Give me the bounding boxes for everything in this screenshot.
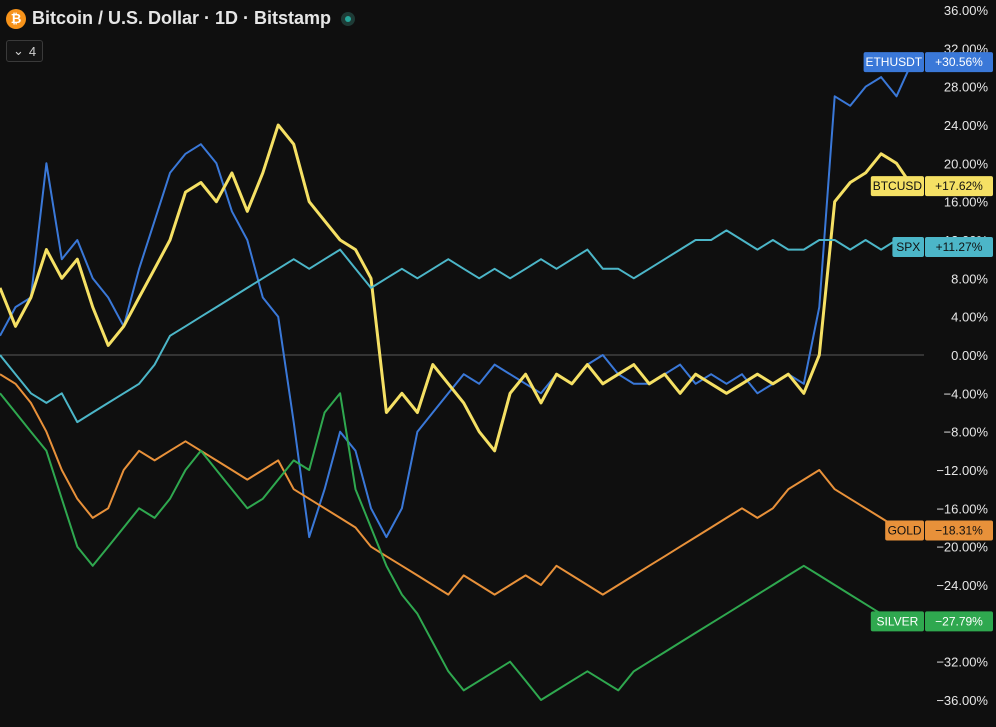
y-tick-label: −32.00% xyxy=(936,655,988,670)
y-tick-label: 8.00% xyxy=(951,271,988,286)
series-tag-value: −27.79% xyxy=(935,614,983,628)
indicator-count: 4 xyxy=(28,43,37,59)
series-tag-name: GOLD xyxy=(888,523,922,537)
series-tag-spx[interactable]: SPX +11.27% xyxy=(892,236,993,257)
series-tag-value-bg xyxy=(925,236,993,257)
series-tag-value-bg xyxy=(925,520,993,541)
series-line-spx[interactable] xyxy=(0,229,913,424)
y-tick-label: 0.00% xyxy=(951,348,988,363)
y-tick-label: −36.00% xyxy=(936,693,988,708)
series-tag-value: +30.56% xyxy=(935,55,983,69)
symbol-title[interactable]: Bitcoin / U.S. Dollar · 1D · Bitstamp xyxy=(32,8,332,28)
y-tick-label: −8.00% xyxy=(944,425,989,440)
chart-header: ₿ Bitcoin / U.S. Dollar · 1D · Bitstamp xyxy=(6,8,356,29)
series-tag-silver[interactable]: SILVER −27.79% xyxy=(870,611,993,632)
series-tag-name-bg xyxy=(870,611,924,632)
series-tag-value-bg xyxy=(925,176,993,197)
series-tag-gold[interactable]: GOLD −18.31% xyxy=(885,520,993,541)
series-tag-name-bg xyxy=(870,176,924,197)
series-tag-value: +11.27% xyxy=(936,240,983,254)
series-tag-value-bg xyxy=(925,52,993,73)
collapse-indicators-button[interactable]: ⌄ 4 xyxy=(6,40,44,62)
series-tag-name-bg xyxy=(892,236,924,257)
series-line-btcusd[interactable] xyxy=(0,123,914,453)
series-tag-name: SPX xyxy=(896,240,920,254)
series-line-gold[interactable] xyxy=(0,373,913,596)
series-tag-name: SILVER xyxy=(877,614,919,628)
series-tag-value: −18.31% xyxy=(935,523,983,537)
y-tick-label: −4.00% xyxy=(944,386,989,401)
series-last-value-tags: ETHUSDT +30.56% BTCUSD +17.62% SPX +11.27% GOL… xyxy=(863,52,993,632)
series-tag-name-bg xyxy=(863,52,924,73)
y-tick-label: 36.00% xyxy=(944,3,989,18)
series-tag-value-bg xyxy=(925,611,993,632)
series-tag-name-bg xyxy=(885,520,924,541)
series-lines xyxy=(0,61,914,701)
series-tag-value: +17.62% xyxy=(935,179,983,193)
y-tick-label: 16.00% xyxy=(944,195,989,210)
series-line-ethusdt[interactable] xyxy=(0,61,913,539)
bitcoin-icon: ₿ xyxy=(6,8,26,29)
y-tick-label: −16.00% xyxy=(936,501,988,516)
y-tick-label: 20.00% xyxy=(944,156,989,171)
market-status-icon[interactable] xyxy=(341,11,356,26)
y-axis-ticks: 36.00%32.00%28.00%24.00%20.00%16.00%12.0… xyxy=(936,3,988,708)
y-tick-label: −20.00% xyxy=(936,540,988,555)
y-tick-label: −24.00% xyxy=(936,578,988,593)
series-tag-name: BTCUSD xyxy=(873,179,923,193)
series-line-silver[interactable] xyxy=(0,392,913,701)
series-tag-name: ETHUSDT xyxy=(865,55,922,69)
y-tick-label: 28.00% xyxy=(944,80,989,95)
series-tag-ethusdt[interactable]: ETHUSDT +30.56% xyxy=(863,52,993,73)
y-tick-label: 24.00% xyxy=(944,118,989,133)
y-tick-label: −12.00% xyxy=(936,463,988,478)
series-tag-btcusd[interactable]: BTCUSD +17.62% xyxy=(870,176,993,197)
y-tick-label: 4.00% xyxy=(951,310,988,325)
chevron-down-icon: ⌄ xyxy=(13,43,24,58)
